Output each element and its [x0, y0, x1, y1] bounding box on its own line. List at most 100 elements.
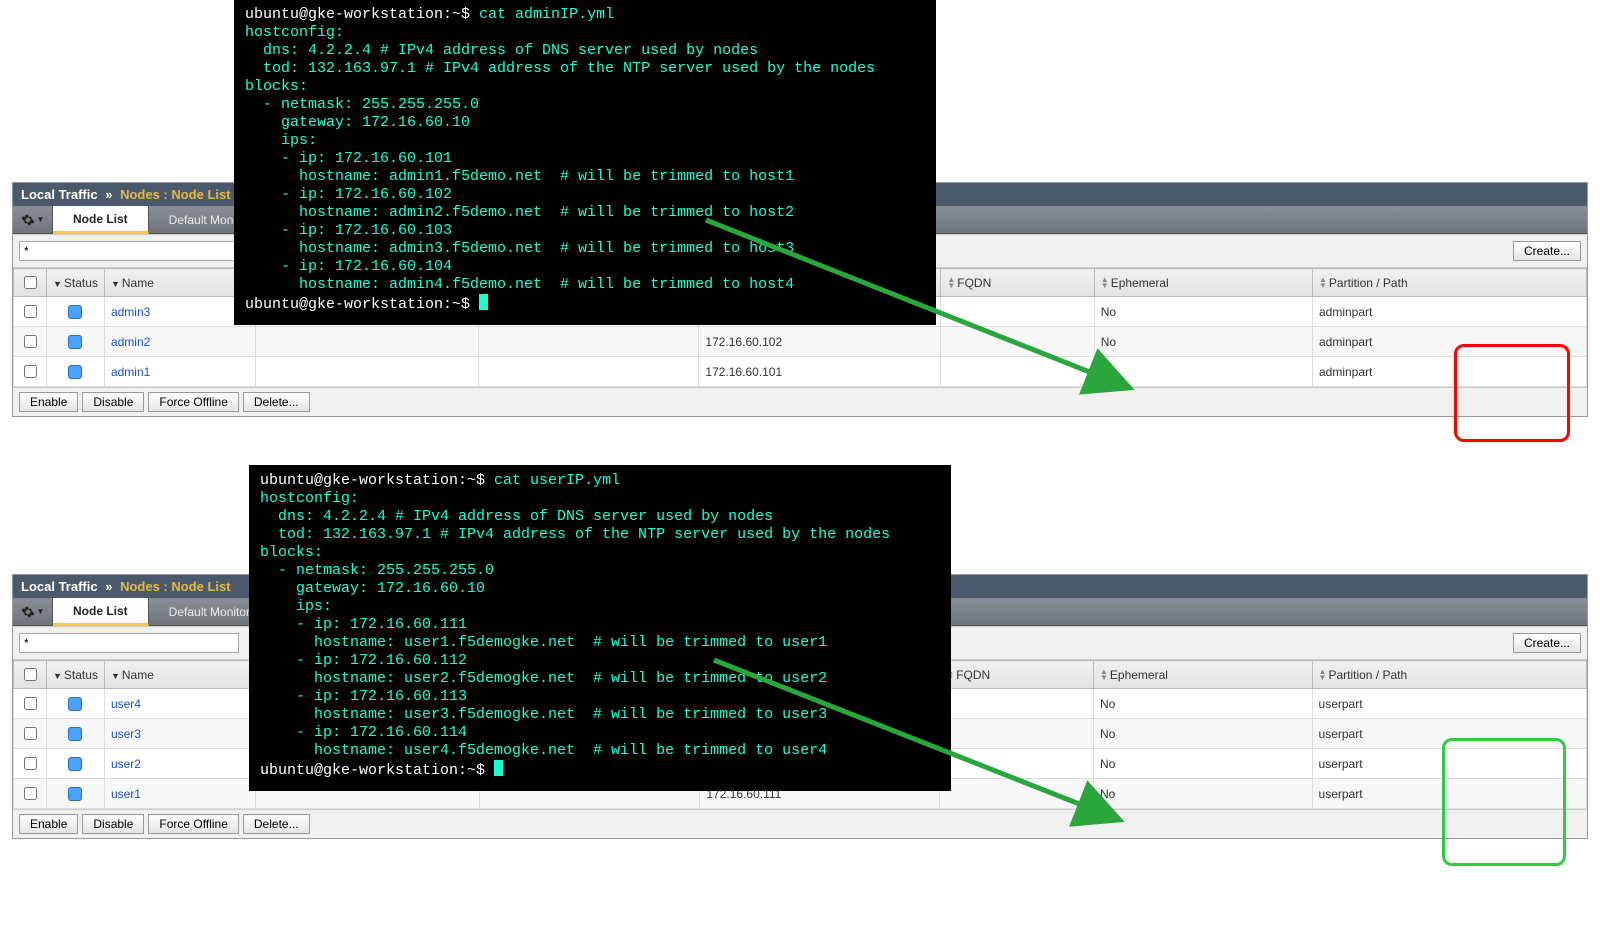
- ephemeral-cell: No: [1093, 719, 1312, 749]
- name-cell: admin3: [104, 297, 255, 327]
- disable-button[interactable]: Disable: [82, 392, 144, 412]
- col-fqdn[interactable]: FQDN: [940, 661, 1094, 689]
- status-cell: [47, 779, 105, 809]
- name-cell: admin2: [104, 327, 255, 357]
- col-select[interactable]: [14, 661, 47, 689]
- status-cell: [47, 749, 105, 779]
- status-cell: [47, 327, 105, 357]
- partition-cell: userpart: [1312, 749, 1586, 779]
- search-input[interactable]: [19, 241, 239, 261]
- delete-button[interactable]: Delete...: [243, 392, 310, 412]
- status-icon: [68, 697, 82, 711]
- delete-button[interactable]: Delete...: [243, 814, 310, 834]
- col-partition[interactable]: Partition / Path: [1312, 269, 1586, 297]
- status-icon: [68, 365, 82, 379]
- fqdn-cell: [941, 327, 1094, 357]
- fqdn-cell: [941, 297, 1094, 327]
- node-link[interactable]: user3: [111, 727, 141, 741]
- ephemeral-cell: No: [1093, 689, 1312, 719]
- ephemeral-cell: No: [1094, 327, 1312, 357]
- settings-menu[interactable]: ▼: [13, 206, 53, 233]
- node-link[interactable]: user4: [111, 697, 141, 711]
- caret-down-icon: ▼: [37, 215, 45, 224]
- node-link[interactable]: admin2: [111, 335, 150, 349]
- terminal-user: ubuntu@gke-workstation:~$ cat userIP.yml…: [250, 466, 950, 790]
- row-checkbox[interactable]: [24, 697, 37, 710]
- force-offline-button[interactable]: Force Offline: [148, 392, 238, 412]
- ephemeral-cell: No: [1094, 297, 1312, 327]
- breadcrumb-arrow: »: [105, 579, 112, 594]
- description-cell: [255, 357, 479, 387]
- name-cell: user4: [104, 689, 255, 719]
- col-status[interactable]: ▼Status: [47, 661, 105, 689]
- status-icon: [68, 727, 82, 741]
- col-name[interactable]: ▼Name: [104, 269, 255, 297]
- partition-cell: adminpart: [1312, 297, 1586, 327]
- ephemeral-cell: No: [1093, 749, 1312, 779]
- row-checkbox[interactable]: [24, 727, 37, 740]
- col-name[interactable]: ▼Name: [104, 661, 255, 689]
- enable-button[interactable]: Enable: [19, 392, 78, 412]
- tab-node-list[interactable]: Node List: [53, 206, 149, 234]
- col-ephemeral[interactable]: Ephemeral: [1094, 269, 1312, 297]
- status-cell: [47, 719, 105, 749]
- col-fqdn[interactable]: FQDN: [941, 269, 1094, 297]
- force-offline-button[interactable]: Force Offline: [148, 814, 238, 834]
- partition-cell: adminpart: [1312, 327, 1586, 357]
- description-cell: [255, 327, 479, 357]
- gear-icon: [21, 213, 35, 227]
- breadcrumb-main: Local Traffic: [21, 187, 98, 202]
- application-cell: [479, 357, 699, 387]
- row-checkbox[interactable]: [24, 757, 37, 770]
- breadcrumb-main: Local Traffic: [21, 579, 98, 594]
- col-ephemeral[interactable]: Ephemeral: [1093, 661, 1312, 689]
- disable-button[interactable]: Disable: [82, 814, 144, 834]
- node-link[interactable]: user2: [111, 757, 141, 771]
- fqdn-cell: [940, 689, 1094, 719]
- tab-node-list[interactable]: Node List: [53, 598, 149, 626]
- name-cell: user1: [104, 779, 255, 809]
- partition-cell: userpart: [1312, 719, 1586, 749]
- create-button[interactable]: Create...: [1513, 633, 1581, 653]
- fqdn-cell: [940, 779, 1094, 809]
- table-row: admin1172.16.60.101Noadminpart: [14, 357, 1587, 387]
- table-row: admin2 172.16.60.102 Noadminpart: [14, 327, 1587, 357]
- fqdn-cell: [940, 749, 1094, 779]
- node-link[interactable]: admin3: [111, 305, 150, 319]
- row-checkbox[interactable]: [24, 365, 37, 378]
- row-checkbox[interactable]: [24, 787, 37, 800]
- row-checkbox[interactable]: [24, 305, 37, 318]
- select-all-checkbox[interactable]: [24, 668, 37, 681]
- row-checkbox[interactable]: [24, 335, 37, 348]
- node-link[interactable]: user1: [111, 787, 141, 801]
- breadcrumb-sub: Nodes : Node List: [120, 187, 231, 202]
- address-cell: 172.16.60.101: [699, 357, 941, 387]
- col-select[interactable]: [14, 269, 47, 297]
- col-status[interactable]: ▼Status: [47, 269, 105, 297]
- status-icon: [68, 335, 82, 349]
- breadcrumb-sub: Nodes : Node List: [120, 579, 231, 594]
- node-link[interactable]: admin1: [111, 365, 150, 379]
- caret-down-icon: ▼: [37, 607, 45, 616]
- gear-icon: [21, 605, 35, 619]
- status-icon: [68, 757, 82, 771]
- address-cell: 172.16.60.102: [699, 327, 941, 357]
- status-icon: [68, 787, 82, 801]
- ephemeral-cell: No: [1094, 357, 1312, 387]
- status-cell: [47, 689, 105, 719]
- enable-button[interactable]: Enable: [19, 814, 78, 834]
- fqdn-cell: [941, 357, 1094, 387]
- search-input[interactable]: [19, 633, 239, 653]
- action-bar: Enable Disable Force Offline Delete...: [13, 809, 1587, 838]
- create-button[interactable]: Create...: [1513, 241, 1581, 261]
- action-bar: Enable Disable Force Offline Delete...: [13, 387, 1587, 416]
- col-partition[interactable]: Partition / Path: [1312, 661, 1586, 689]
- settings-menu[interactable]: ▼: [13, 598, 53, 625]
- select-all-checkbox[interactable]: [24, 276, 37, 289]
- name-cell: user3: [104, 719, 255, 749]
- partition-cell: userpart: [1312, 779, 1586, 809]
- ephemeral-cell: No: [1093, 779, 1312, 809]
- fqdn-cell: [940, 719, 1094, 749]
- terminal-admin: ubuntu@gke-workstation:~$ cat adminIP.ym…: [235, 0, 935, 324]
- name-cell: user2: [104, 749, 255, 779]
